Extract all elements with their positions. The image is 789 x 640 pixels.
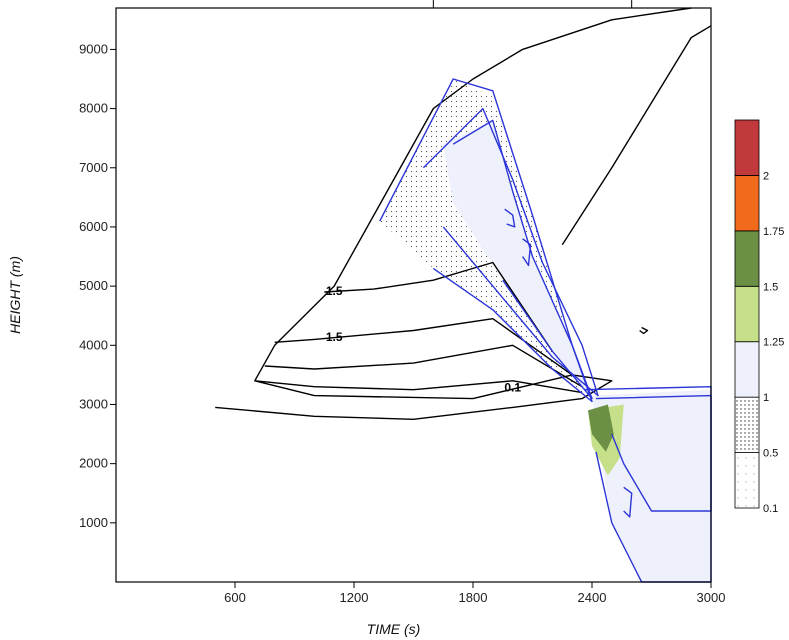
contour-line-6 [639,326,649,335]
colorbar-swatch-3 [734,285,760,343]
x-tick-label-4: 3000 [697,590,726,605]
plot-frame [115,7,712,583]
y-tick-label-6: 7000 [79,160,108,175]
contour-line-12 [623,486,633,518]
colorbar-label-2: 1 [763,392,769,404]
y-axis-title: HEIGHT (m) [7,256,23,334]
y-tick-label-3: 4000 [79,337,108,352]
axes: 600 1200 1800 2400 3000 1000 2000 3000 4000 5000 6… [7,0,725,637]
x-tick-label-0: 600 [224,590,246,605]
colorbar-label-3: 1.25 [763,337,784,349]
shaded-region-2 [592,389,711,582]
contour-line-9 [452,119,593,400]
contour-label-0: 1.5 [326,284,343,298]
contour-line-0 [215,7,692,420]
colorbar-label-5: 1.75 [763,226,784,238]
colorbar-swatch-6 [734,119,760,176]
x-tick-label-2: 1800 [459,590,488,605]
contour-labels: 1.5 1.5 0.1 [326,284,522,394]
y-tick-label-2: 3000 [79,396,108,411]
contour-line-3 [274,318,573,376]
contour-line-1 [254,380,583,394]
contour-label-2: 0.1 [504,380,521,394]
contour-line-8 [422,107,599,397]
shaded-region-1 [443,120,592,399]
x-tick-label-1: 1200 [340,590,369,605]
contour-lines [215,7,712,583]
plot-area [116,8,711,582]
y-tick-label-0: 1000 [79,515,108,530]
contour-line-14 [522,238,532,267]
x-tick-label-3: 2400 [578,590,607,605]
contour-line-11 [595,394,712,512]
colorbar-swatch-5 [734,175,760,232]
shaded-region-4 [588,404,614,452]
y-tick-label-1: 2000 [79,456,108,471]
contour-line-5 [561,25,712,246]
contour-line-2 [264,344,583,388]
colorbar-label-6: 2 [763,170,769,182]
y-tick-label-7: 8000 [79,101,108,116]
colorbar-swatch-2 [734,341,760,398]
colorbar-swatch-0 [734,452,760,509]
colorbar: 0.1 0.5 1 1.25 1.5 1.75 2 [734,119,784,515]
y-tick-label-5: 6000 [79,219,108,234]
y-tick-label-8: 9000 [79,41,108,56]
contour-label-1: 1.5 [326,330,343,344]
colorbar-label-1: 0.5 [763,448,778,460]
colorbar-swatch-4 [734,230,760,287]
colorbar-label-0: 0.1 [763,503,778,515]
contour-line-13 [504,208,516,228]
contour-line-4 [324,261,553,352]
colorbar-label-4: 1.5 [763,281,778,293]
colorbar-swatch-1 [734,396,760,453]
x-axis-title: TIME (s) [367,621,421,637]
y-tick-label-4: 5000 [79,278,108,293]
